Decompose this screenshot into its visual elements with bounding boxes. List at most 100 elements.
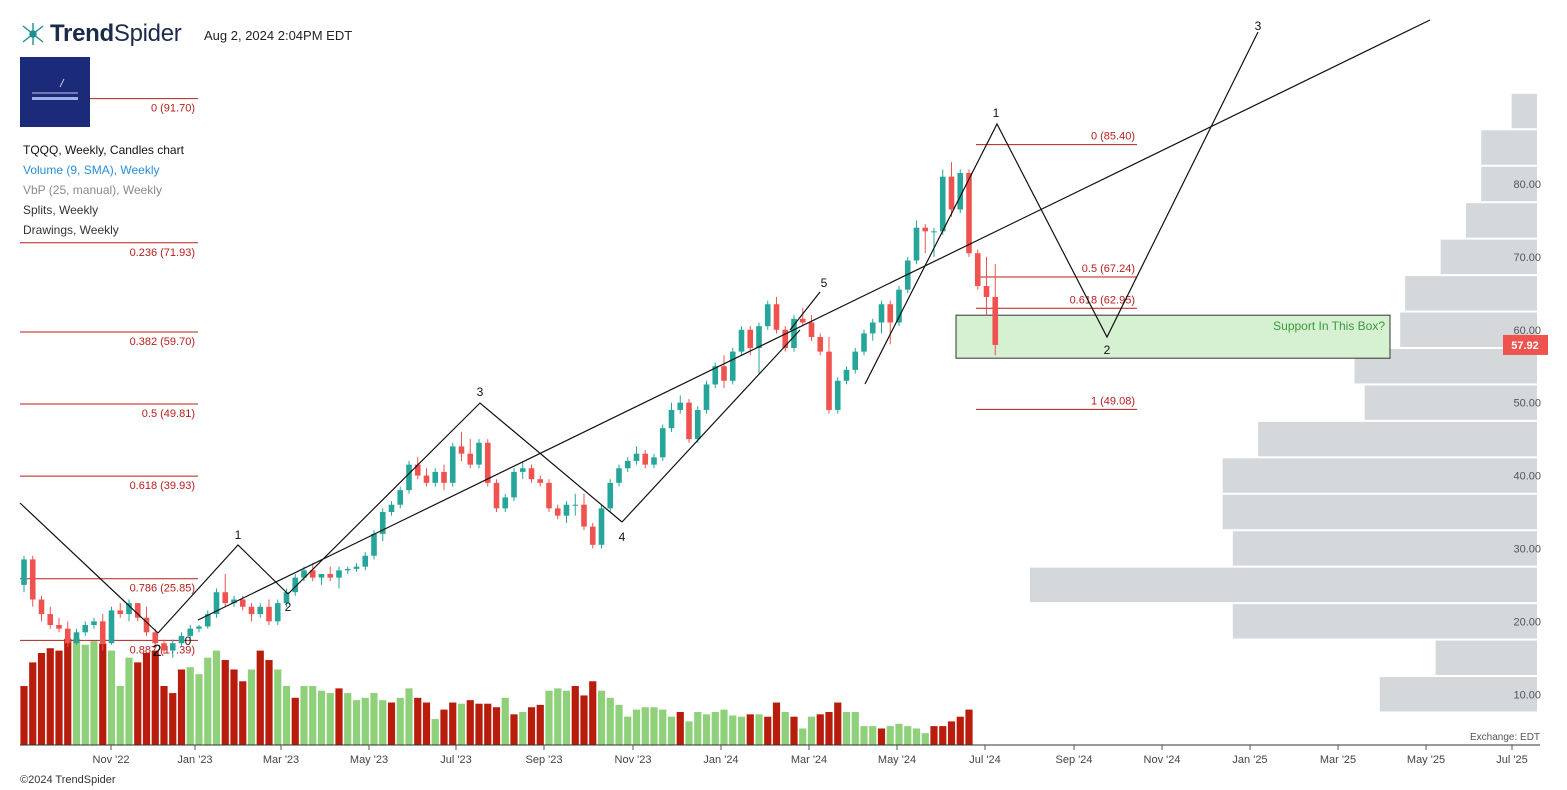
volume-bar — [344, 693, 352, 745]
candle-body — [292, 577, 299, 593]
x-tick-label: Jul '25 — [1496, 754, 1527, 766]
x-tick-label: May '24 — [878, 754, 916, 766]
x-axis: Nov '22 Jan '23 Mar '23 May '23 Jul '23 Sep '… — [93, 745, 1528, 766]
y-tick-label: 70.00 — [1513, 252, 1541, 264]
volume-bar — [221, 660, 229, 745]
volume-bar — [816, 714, 824, 745]
volume-bar — [746, 714, 754, 745]
support-label: Support In This Box? — [1273, 319, 1385, 333]
candle-body — [64, 628, 71, 644]
volume-bar — [20, 686, 28, 745]
volume-bar — [274, 669, 282, 745]
volume-bar — [239, 681, 247, 745]
candle-body — [834, 380, 841, 410]
volume-bar — [729, 715, 737, 745]
candle-body — [607, 482, 614, 509]
volume-bar — [326, 693, 334, 745]
volume-bar — [81, 644, 89, 745]
volume-bar — [265, 660, 273, 745]
y-tick-label: 80.00 — [1513, 179, 1541, 191]
y-tick-label: 10.00 — [1513, 689, 1541, 701]
volume-bar — [352, 700, 361, 745]
candle-body — [344, 568, 351, 571]
volume-by-price — [1030, 93, 1537, 712]
volume-bar — [720, 709, 728, 745]
trend-line — [789, 291, 821, 331]
volume-bar — [877, 728, 886, 745]
volume-bars — [20, 638, 1540, 746]
candle-body — [686, 402, 692, 440]
volume-bar — [641, 707, 649, 745]
volume-bar — [457, 703, 466, 745]
candle-body — [362, 555, 369, 567]
legend-drawings[interactable]: Drawings, Weekly — [23, 223, 119, 237]
volume-bar — [195, 674, 203, 745]
candle-body — [563, 504, 570, 516]
candle-body — [554, 508, 561, 516]
volume-bar — [790, 716, 798, 745]
wave-label: 2 — [285, 600, 292, 614]
candle-body — [458, 446, 465, 454]
candle-body — [651, 457, 657, 465]
candle-body — [931, 231, 937, 233]
vbp-bar — [1232, 604, 1537, 639]
legend-splits[interactable]: Splits, Weekly — [23, 203, 99, 217]
fib-label: 0.236 (71.93) — [130, 247, 195, 259]
volume-bar — [177, 669, 186, 745]
y-tick-label: 60.00 — [1513, 325, 1541, 337]
candle-body — [476, 442, 482, 465]
candle-body — [721, 366, 727, 381]
volume-bar — [624, 716, 632, 745]
candle-body — [406, 464, 412, 491]
legend-symbol[interactable]: TQQQ, Weekly, Candles chart — [23, 143, 184, 157]
volume-bar — [562, 690, 571, 745]
vbp-bar — [1232, 531, 1537, 566]
volume-bar — [869, 726, 877, 745]
candle-body — [467, 453, 474, 465]
trend-drawings — [19, 19, 1431, 634]
volume-bar — [125, 657, 133, 745]
candle-body — [659, 428, 666, 458]
candle-body — [694, 409, 701, 440]
candle-body — [73, 632, 80, 644]
candle-body — [301, 570, 307, 578]
candle-body — [108, 610, 115, 644]
candle-body — [817, 337, 824, 352]
brand: TrendSpider — [20, 20, 182, 48]
candle-body — [309, 570, 316, 578]
volume-bar — [379, 700, 387, 745]
candle-body — [624, 460, 631, 469]
volume-bar — [291, 697, 299, 745]
volume-bar — [956, 716, 964, 745]
candle-body — [826, 351, 832, 410]
candle-body — [432, 471, 439, 483]
volume-bar — [440, 709, 448, 745]
candle-body — [861, 333, 867, 352]
candle-body — [974, 253, 981, 287]
legend-vbp[interactable]: VbP (25, manual), Weekly — [23, 183, 162, 197]
volume-bar — [694, 711, 702, 745]
legend-volume[interactable]: Volume (9, SMA), Weekly — [23, 163, 160, 177]
volume-bar — [29, 662, 37, 745]
candle-body — [196, 626, 202, 629]
candlesticks — [21, 162, 999, 658]
candle-body — [178, 635, 185, 644]
candle-body — [169, 643, 176, 651]
candle-body — [729, 351, 736, 381]
volume-bar — [151, 650, 159, 745]
candle-body — [283, 592, 290, 604]
trend-line — [157, 544, 289, 634]
volume-bar — [737, 716, 746, 745]
candle-body — [239, 599, 246, 607]
volume-bar — [965, 709, 973, 745]
x-tick-label: May '25 — [1407, 754, 1445, 766]
x-tick-label: Jan '25 — [1232, 754, 1267, 766]
wave-label: 2 — [152, 641, 161, 660]
volume-bar — [37, 652, 46, 745]
wave-label: 1 — [993, 106, 1000, 120]
candle-body — [589, 526, 596, 545]
candle-body — [187, 628, 194, 636]
vbp-bar — [1258, 421, 1537, 457]
vbp-bar — [1440, 239, 1537, 275]
volume-bar — [676, 711, 684, 745]
